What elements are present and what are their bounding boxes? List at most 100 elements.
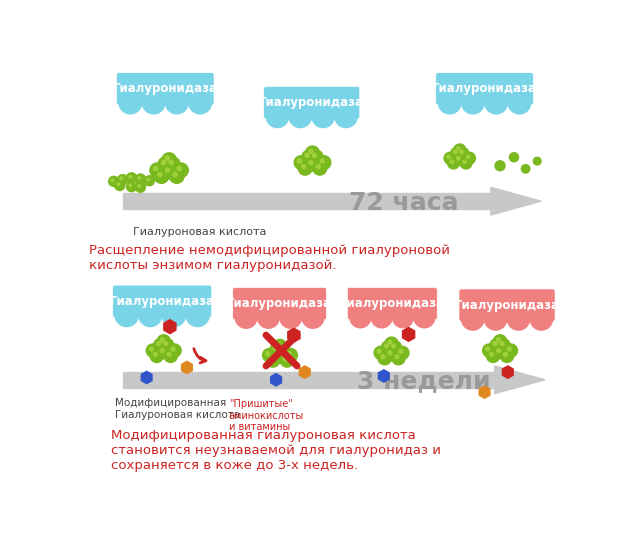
Circle shape [284, 357, 287, 361]
Circle shape [167, 352, 171, 356]
Polygon shape [502, 366, 513, 379]
Circle shape [504, 344, 518, 357]
Circle shape [454, 154, 466, 166]
Circle shape [139, 304, 162, 327]
Circle shape [309, 149, 313, 153]
Circle shape [109, 176, 119, 187]
Circle shape [451, 160, 454, 164]
Circle shape [298, 161, 312, 175]
Circle shape [460, 150, 463, 154]
Circle shape [280, 354, 294, 367]
Circle shape [144, 176, 154, 186]
Circle shape [395, 355, 399, 359]
Circle shape [378, 352, 391, 365]
Circle shape [163, 304, 186, 327]
Circle shape [533, 158, 541, 165]
Circle shape [493, 342, 497, 346]
Circle shape [160, 338, 164, 342]
Circle shape [500, 342, 504, 346]
Circle shape [508, 347, 511, 351]
Circle shape [302, 150, 316, 164]
Circle shape [385, 344, 388, 348]
Circle shape [117, 183, 120, 185]
Circle shape [320, 159, 324, 163]
Circle shape [154, 169, 169, 183]
Circle shape [381, 355, 385, 359]
Circle shape [269, 357, 273, 361]
Circle shape [162, 165, 177, 179]
Polygon shape [164, 320, 176, 334]
Circle shape [136, 174, 145, 184]
Circle shape [451, 148, 463, 159]
Circle shape [158, 157, 173, 171]
Circle shape [280, 346, 284, 350]
Circle shape [257, 307, 279, 328]
Circle shape [170, 169, 184, 183]
Circle shape [165, 168, 170, 172]
Circle shape [160, 348, 164, 352]
Text: Гиалуронидаза: Гиалуронидаза [432, 82, 537, 95]
Circle shape [483, 344, 496, 357]
Circle shape [153, 352, 157, 356]
Circle shape [388, 351, 392, 355]
Circle shape [273, 350, 287, 363]
FancyBboxPatch shape [116, 73, 214, 105]
Circle shape [174, 163, 188, 177]
Circle shape [454, 150, 457, 154]
Circle shape [273, 346, 277, 350]
Circle shape [129, 184, 132, 187]
Circle shape [461, 308, 484, 330]
Circle shape [276, 353, 280, 357]
Circle shape [165, 156, 170, 160]
Text: Гиалуроновая кислота: Гиалуроновая кислота [132, 228, 266, 237]
Circle shape [309, 161, 313, 165]
Circle shape [392, 307, 413, 328]
Circle shape [154, 339, 167, 352]
Circle shape [312, 153, 317, 158]
Polygon shape [491, 187, 541, 215]
Text: Расщепление немодифицированной гиалуроновой
кислоты энзимом гиалуронидазой.: Расщепление немодифицированной гиалуроно… [90, 245, 451, 272]
Circle shape [414, 307, 435, 328]
Circle shape [150, 350, 163, 363]
Circle shape [508, 91, 531, 114]
Circle shape [177, 166, 182, 171]
Text: 3 недели: 3 недели [357, 369, 491, 393]
FancyBboxPatch shape [459, 289, 555, 321]
Text: "Пришитые"
аминокислоты
и витамины: "Пришитые" аминокислоты и витамины [229, 399, 304, 432]
Text: 72 часа: 72 часа [349, 191, 458, 215]
Text: Гиалуронидаза: Гиалуронидаза [109, 295, 214, 308]
Circle shape [438, 91, 461, 114]
Circle shape [273, 339, 287, 352]
Circle shape [266, 354, 280, 367]
FancyBboxPatch shape [348, 287, 437, 320]
Circle shape [138, 185, 141, 188]
Circle shape [335, 106, 357, 127]
Circle shape [350, 307, 371, 328]
Text: Модифицированная
Гиалуроновая кислота: Модифицированная Гиалуроновая кислота [115, 398, 240, 420]
Circle shape [270, 343, 283, 356]
Polygon shape [403, 328, 415, 341]
Circle shape [504, 352, 508, 356]
Circle shape [456, 147, 460, 150]
Circle shape [447, 155, 451, 159]
Circle shape [138, 177, 141, 179]
Circle shape [508, 308, 530, 330]
Circle shape [457, 148, 469, 159]
Circle shape [284, 348, 298, 362]
Circle shape [127, 173, 136, 183]
Polygon shape [123, 194, 491, 209]
Polygon shape [288, 328, 300, 342]
Circle shape [454, 144, 466, 156]
Circle shape [154, 166, 157, 171]
Circle shape [497, 338, 500, 342]
Circle shape [127, 182, 136, 191]
Circle shape [266, 106, 289, 127]
Circle shape [157, 335, 170, 348]
Text: Гиалуронидаза: Гиалуронидаза [113, 82, 218, 95]
Polygon shape [495, 366, 545, 394]
Circle shape [118, 174, 127, 184]
Circle shape [287, 352, 291, 356]
Circle shape [115, 304, 138, 327]
Circle shape [277, 343, 290, 356]
Circle shape [396, 346, 409, 359]
